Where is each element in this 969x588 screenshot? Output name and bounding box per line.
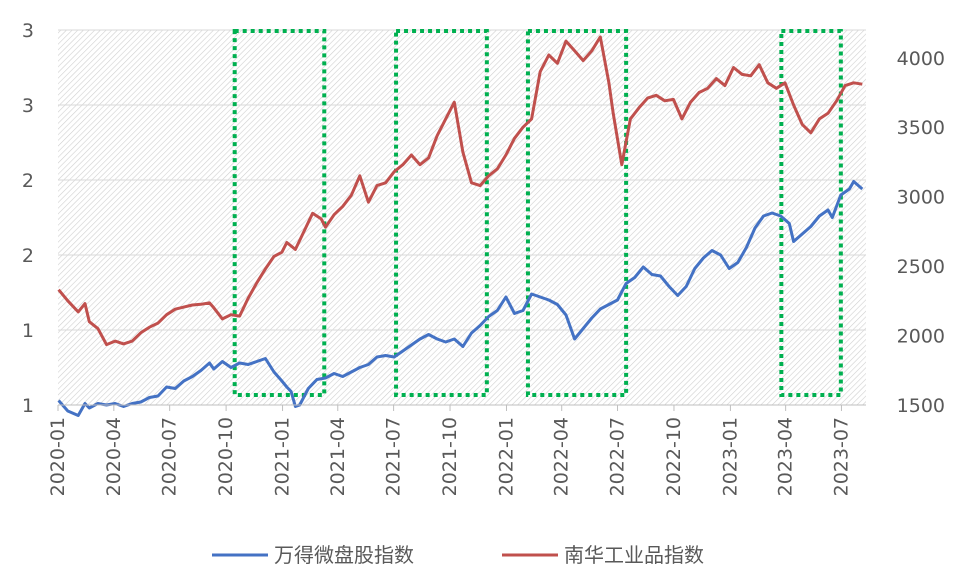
x-tick-label: 2021-04: [327, 417, 349, 496]
y-right-tick-label: 2000: [897, 326, 945, 348]
axes: 1 1 2 2 3 3 1500 2000 2500 3000 3500 4000 2020-01 202…: [22, 20, 945, 496]
y-left-tick-label: 1: [22, 320, 34, 342]
legend-label: 南华工业品指数: [564, 543, 704, 567]
x-tick-label: 2021-10: [439, 417, 461, 496]
y-left-tick-label: 1: [22, 395, 34, 417]
shaded-period-box: [525, 29, 629, 397]
y-right-tick-label: 3500: [897, 117, 945, 139]
y-left-tick-label: 2: [22, 245, 34, 267]
series-lines: [57, 35, 864, 417]
y-right-tick-label: 1500: [897, 395, 945, 417]
y-left-tick-label: 3: [22, 95, 34, 117]
y-left-tick-label: 3: [22, 20, 34, 42]
y-right-tick-label: 3000: [897, 187, 945, 209]
y-right-tick-label: 2500: [897, 256, 945, 278]
legend: 万得微盘股指数 南华工业品指数: [212, 543, 704, 567]
x-tick-label: 2023-01: [719, 417, 741, 496]
x-tick-label: 2021-01: [272, 417, 294, 496]
x-tick-label: 2020-04: [103, 417, 125, 496]
series-line: [57, 35, 863, 347]
y-left-tick-label: 2: [22, 170, 34, 192]
shaded-period-box: [394, 29, 489, 397]
x-tick-label: 2022-04: [551, 417, 573, 496]
x-tick-label: 2023-07: [830, 417, 852, 496]
x-tick-label: 2022-07: [607, 417, 629, 496]
x-tick-label: 2020-10: [215, 417, 237, 496]
shaded-period-box: [779, 29, 843, 397]
y-right-tick-label: 4000: [897, 48, 945, 70]
x-tick-label: 2022-10: [663, 417, 685, 496]
series-line: [57, 180, 864, 417]
shaded-period-box: [232, 29, 327, 397]
x-tick-label: 2020-07: [159, 417, 181, 496]
x-tick-label: 2023-04: [775, 417, 797, 496]
x-tick-label: 2022-01: [495, 417, 517, 496]
legend-label: 万得微盘股指数: [274, 543, 414, 567]
shaded-periods: [232, 29, 843, 397]
plot-area: [58, 30, 866, 405]
x-tick-label: 2020-01: [47, 417, 69, 496]
x-tick-label: 2021-07: [383, 417, 405, 496]
